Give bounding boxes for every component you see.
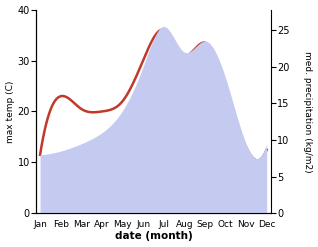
Y-axis label: med. precipitation (kg/m2): med. precipitation (kg/m2) bbox=[303, 51, 313, 172]
X-axis label: date (month): date (month) bbox=[114, 231, 192, 242]
Y-axis label: max temp (C): max temp (C) bbox=[5, 80, 15, 143]
